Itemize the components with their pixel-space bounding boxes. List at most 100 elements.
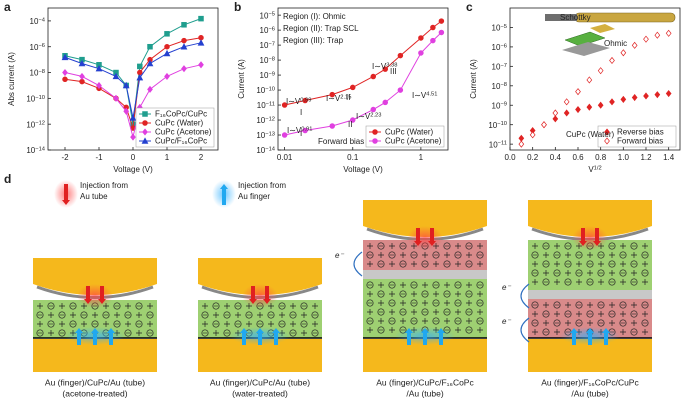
charge-plus bbox=[609, 302, 615, 308]
legend-marker bbox=[142, 120, 148, 126]
annotation: Schottky bbox=[560, 13, 591, 22]
charge-plus bbox=[81, 321, 87, 327]
charge-plus bbox=[136, 330, 142, 336]
charge-minus bbox=[366, 317, 374, 325]
inset-device bbox=[545, 12, 676, 56]
charge-minus bbox=[377, 290, 385, 298]
plot-frame bbox=[277, 7, 449, 151]
annotation: I∼V0.91 bbox=[287, 126, 312, 135]
charge-minus bbox=[58, 311, 66, 319]
marker bbox=[329, 123, 335, 129]
charge-plus bbox=[477, 309, 483, 315]
marker bbox=[147, 85, 153, 93]
charge-plus bbox=[246, 321, 252, 327]
marker bbox=[370, 73, 377, 80]
charge-minus bbox=[542, 260, 550, 268]
legend-marker bbox=[604, 137, 610, 145]
superscript: 4.51 bbox=[426, 91, 437, 97]
x-tick-label: 2 bbox=[199, 153, 204, 162]
charge-minus bbox=[300, 320, 308, 328]
annotation: I∼V2.23 bbox=[356, 112, 381, 121]
superscript: −6 bbox=[268, 26, 275, 32]
marker bbox=[609, 56, 615, 65]
y-tick-label: 10−6 bbox=[492, 43, 507, 52]
y-axis-label: Abs current (A) bbox=[7, 52, 16, 106]
annotation: I bbox=[300, 108, 302, 117]
charge-minus bbox=[36, 311, 44, 319]
charge-plus bbox=[59, 321, 65, 327]
charge-plus bbox=[642, 329, 648, 335]
charge-plus bbox=[367, 309, 373, 315]
charge-minus bbox=[630, 260, 638, 268]
injection-arrow bbox=[602, 328, 610, 345]
marker bbox=[281, 132, 288, 138]
charge-plus bbox=[554, 261, 560, 267]
charge-minus bbox=[575, 319, 583, 327]
charge-plus bbox=[576, 261, 582, 267]
charge-plus bbox=[477, 291, 483, 297]
charge-minus bbox=[388, 317, 396, 325]
superscript: −10 bbox=[497, 121, 507, 127]
marker bbox=[181, 37, 187, 44]
electron-transfer bbox=[520, 317, 530, 343]
charge-minus bbox=[410, 281, 418, 289]
marker bbox=[329, 91, 335, 98]
charge-plus bbox=[466, 300, 472, 306]
legend-label: F₁₆CoPc/CuPc bbox=[155, 110, 207, 119]
legend-marker bbox=[142, 111, 148, 117]
charge-minus bbox=[553, 301, 561, 309]
legend-marker bbox=[372, 129, 378, 135]
charge-minus bbox=[531, 251, 539, 259]
y-tick-label: 10−4 bbox=[30, 17, 46, 26]
injection-arrow bbox=[256, 328, 264, 345]
glow bbox=[242, 284, 278, 308]
charge-minus bbox=[575, 301, 583, 309]
legend-marker bbox=[604, 128, 610, 136]
marker bbox=[302, 127, 308, 134]
charge-plus bbox=[224, 303, 230, 309]
charge-minus bbox=[619, 269, 627, 277]
superscript: −6 bbox=[500, 43, 507, 49]
caption: Au (finger)/CuPc/Au (tube) bbox=[45, 377, 145, 387]
injection-arrow bbox=[84, 286, 92, 304]
marker bbox=[518, 140, 525, 148]
charge-minus bbox=[465, 326, 473, 334]
charge-minus bbox=[278, 302, 286, 310]
charge-minus bbox=[443, 308, 451, 316]
charge-minus bbox=[641, 319, 649, 327]
charge-minus bbox=[476, 299, 484, 307]
charge-plus bbox=[92, 312, 98, 318]
annotation: Region (II): Trap SCL bbox=[283, 24, 359, 33]
charge-plus bbox=[389, 327, 395, 333]
y-tick-label: 10−8 bbox=[260, 56, 275, 65]
electron-label: e⁻ bbox=[335, 251, 344, 260]
charge-plus bbox=[598, 279, 604, 285]
superscript: −14 bbox=[35, 146, 46, 152]
marker bbox=[163, 49, 171, 57]
y-tick-label: 10−10 bbox=[488, 121, 507, 130]
marker bbox=[123, 107, 130, 115]
charge-minus bbox=[58, 329, 66, 337]
legend-label: CuPc (Acetone) bbox=[385, 137, 442, 146]
marker bbox=[529, 131, 536, 139]
marker bbox=[418, 50, 424, 56]
charge-plus bbox=[466, 282, 472, 288]
annotation: Region (I): Ohmic bbox=[283, 12, 346, 21]
charge-plus bbox=[532, 279, 538, 285]
charge-plus bbox=[268, 321, 274, 327]
superscript: −9 bbox=[268, 71, 275, 77]
legend-label: Au tube bbox=[80, 192, 108, 201]
charge-plus bbox=[466, 252, 472, 258]
annotation: I∼V0.99 bbox=[286, 97, 311, 106]
charge-minus bbox=[432, 317, 440, 325]
charge-plus bbox=[125, 321, 131, 327]
charge-minus bbox=[135, 320, 143, 328]
marker bbox=[418, 35, 424, 41]
superscript: −12 bbox=[265, 116, 275, 122]
caption: /Au (tube) bbox=[406, 388, 443, 398]
superscript: −4 bbox=[38, 17, 45, 23]
marker bbox=[197, 39, 205, 46]
charge-minus bbox=[311, 329, 319, 337]
charge-plus bbox=[455, 309, 461, 315]
charge-plus bbox=[136, 312, 142, 318]
